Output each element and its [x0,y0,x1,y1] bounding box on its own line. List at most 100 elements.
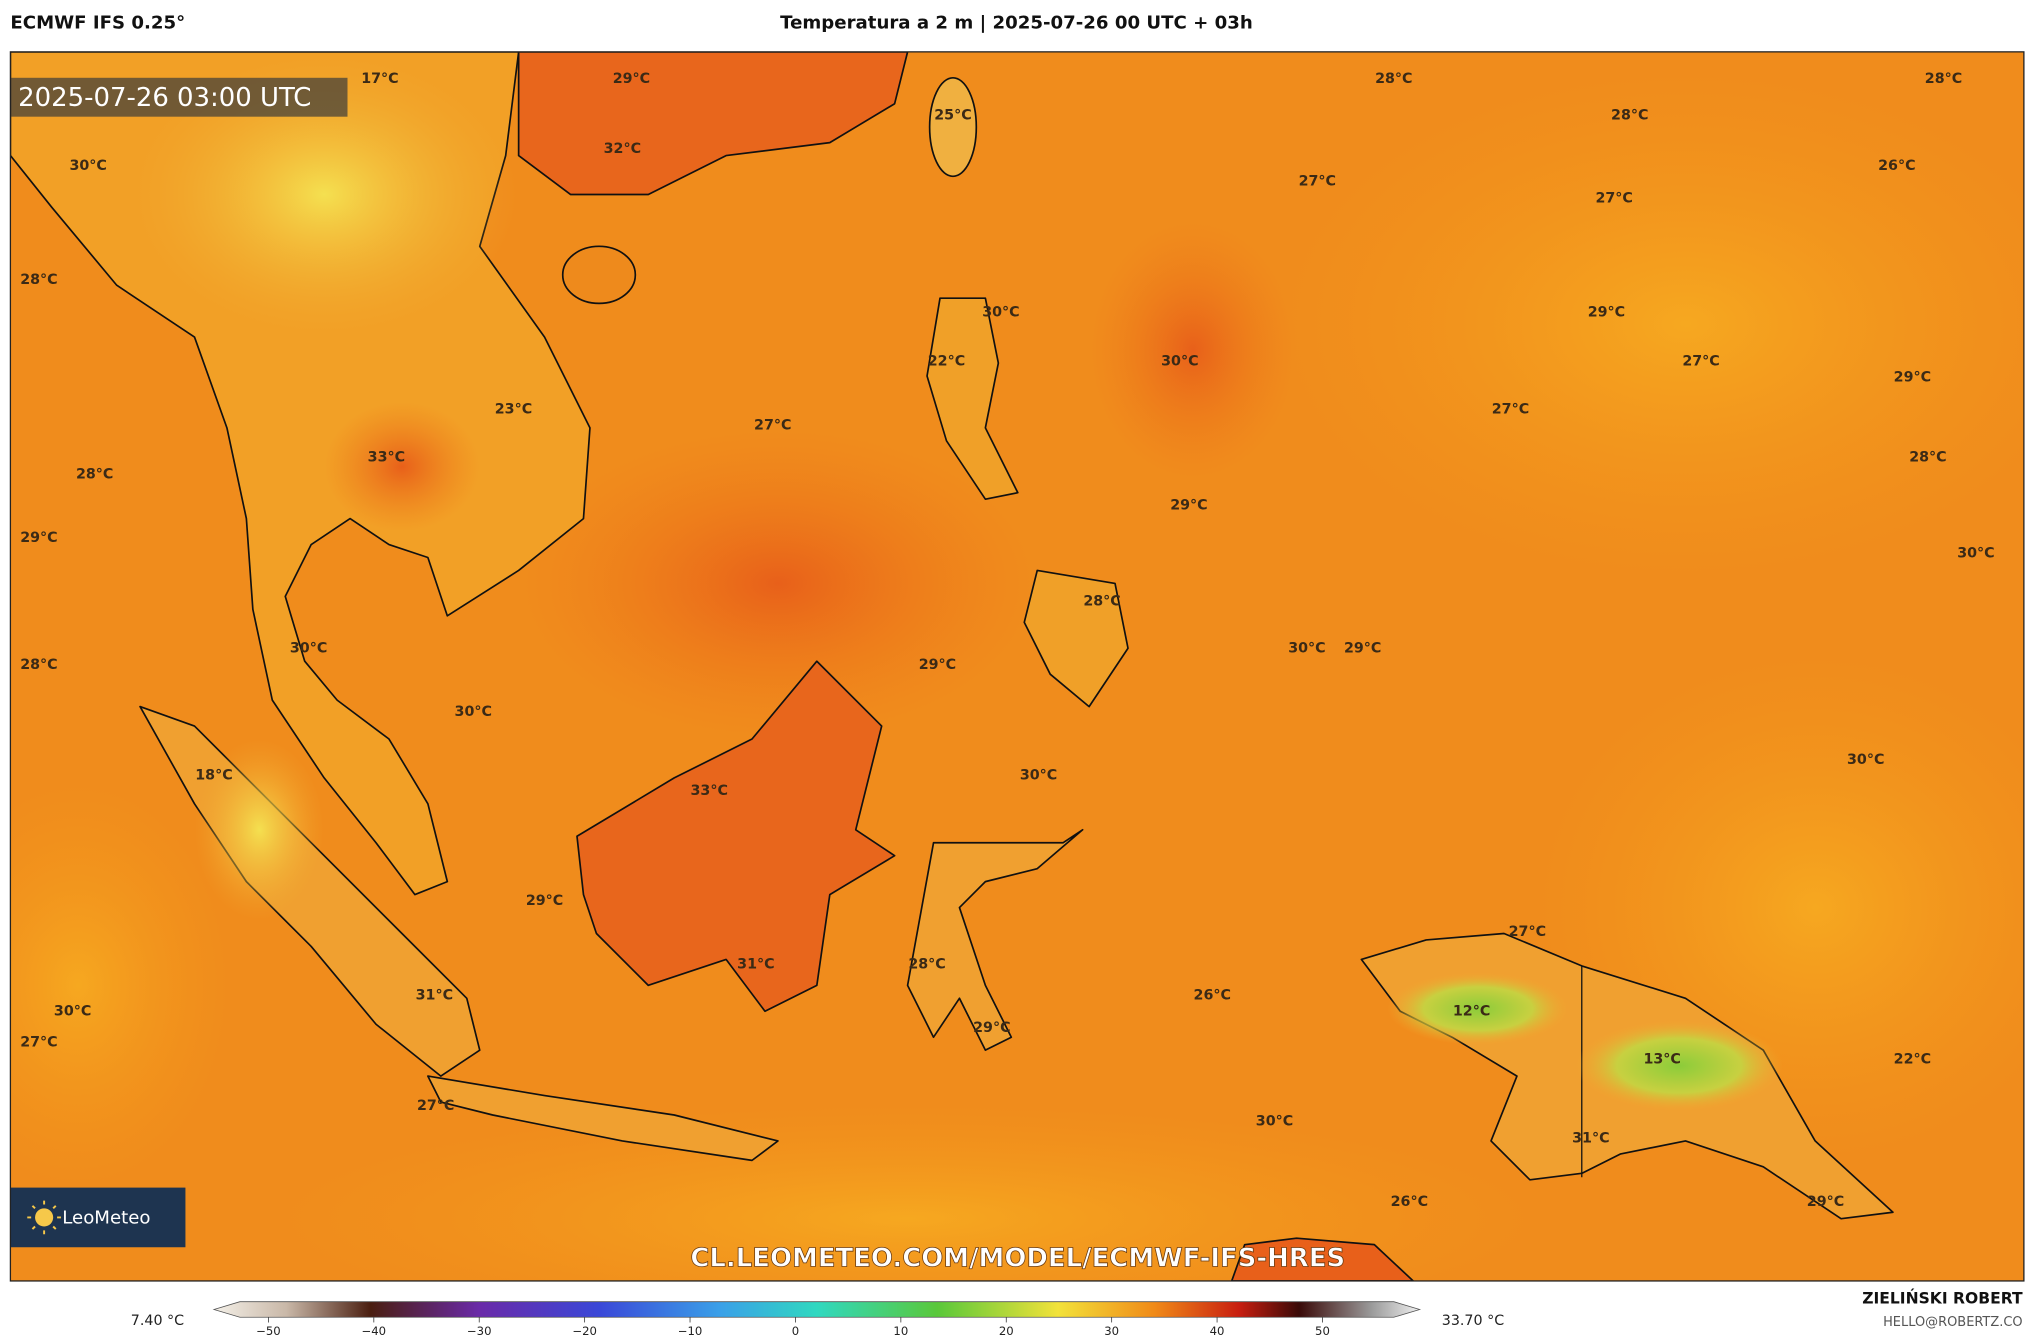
temperature-label: 30°C [1161,354,1198,370]
temperature-label: 28°C [76,467,113,483]
shade [1089,220,1297,480]
luzon [926,297,1019,500]
temperature-label: 31°C [737,957,774,973]
shade [1575,1020,1783,1112]
map-frame [9,51,2025,1282]
temperature-label: 27°C [1682,354,1719,370]
colorbar-tick-label: 0 [792,1324,799,1338]
temperature-label: 28°C [1375,71,1412,87]
shade [194,739,325,921]
logo-sun [35,1208,54,1227]
colorbar-tick-label: 10 [893,1324,908,1338]
temperature-label: 28°C [1925,71,1962,87]
temperature-label: 29°C [20,530,57,546]
colorbar-tick-label: 40 [1210,1324,1225,1338]
sulawesi [906,828,1084,1052]
temperature-label: 26°C [1391,1194,1428,1210]
temperature-label: 32°C [604,141,641,157]
temperature-label: 28°C [20,657,57,673]
temperature-label: 22°C [1894,1051,1931,1067]
temperature-label: 13°C [1643,1051,1680,1067]
temperature-label: 27°C [20,1034,57,1050]
temperature-label: 27°C [1509,924,1546,940]
temperature-label: 28°C [908,957,945,973]
temperature-label: 29°C [613,71,650,87]
temperature-label: 31°C [1572,1130,1609,1146]
temperature-label: 30°C [1957,546,1994,562]
logo-text: LeoMeteo [62,1208,150,1229]
temperature-label: 30°C [1288,640,1325,656]
temperature-label: 33°C [368,450,405,466]
shade [10,777,234,1193]
temperature-label: 17°C [361,71,398,87]
author: ZIELIŃSKI ROBERT [1862,1289,2023,1308]
temperature-label: 31°C [416,988,453,1004]
temperature-label: 27°C [417,1098,454,1114]
temperature-label: 27°C [1595,190,1632,206]
colorbar-tick-label: 30 [1104,1324,1119,1338]
colorbar-tick-label: −30 [467,1324,492,1338]
map: 17°C 29°C 28°C 28°C 25°C 28°C 32°C 30°C 26°C 27°C… [10,51,2024,1281]
temperature-label: 30°C [1847,752,1884,768]
temperature-label: 27°C [1299,174,1336,190]
temperature-label: 22°C [928,354,965,370]
temperature-label: 30°C [1256,1113,1293,1129]
temperature-label: 29°C [1344,640,1381,656]
temperature-label: 28°C [20,272,57,288]
logo-rays [27,1200,61,1235]
map-title: Temperatura a 2 m | 2025-07-26 00 UTC + … [780,12,1253,33]
temperature-label: 29°C [919,657,956,673]
colorbar-tick-label: −40 [362,1324,387,1338]
temperature-label: 26°C [1878,158,1915,174]
mindanao [1023,569,1129,708]
temperature-label: 27°C [1492,402,1529,418]
colorbar [212,1301,1422,1318]
shade [1387,972,1569,1045]
min-value: 7.40 °C [131,1313,184,1329]
temperature-label: 28°C [1909,450,1946,466]
temperature-label: 29°C [1588,304,1625,320]
temperature-label: 12°C [1453,1003,1490,1019]
max-value: 33.70 °C [1442,1313,1504,1329]
temperature-label: 23°C [495,402,532,418]
temperature-label: 26°C [1194,988,1231,1004]
temperature-label: 29°C [1170,498,1207,514]
model-name: ECMWF IFS 0.25° [10,12,185,33]
temperature-label: 28°C [1083,594,1120,610]
temperature-label: 33°C [691,783,728,799]
timestamp-box [10,77,348,117]
colorbar-tick-label: −10 [678,1324,703,1338]
china-coast [517,51,909,196]
temperature-label: 25°C [934,107,971,123]
australia [1230,1237,1415,1281]
java [427,1075,779,1162]
temperature-label: 29°C [526,893,563,909]
temperature-label: 30°C [455,704,492,720]
colorbar-tick-label: 50 [1315,1324,1330,1338]
temperature-label: 28°C [1611,107,1648,123]
hainan [561,245,637,305]
colorbar-tick-label: −50 [256,1324,281,1338]
timestamp: 2025-07-26 03:00 UTC [18,83,311,113]
temperature-label: 30°C [54,1003,91,1019]
taiwan [928,76,978,178]
temperature-label: 29°C [973,1020,1010,1036]
colorbar-ticks: −50 −40 −30 −20 −10 0 10 20 30 40 50 [256,1317,1330,1338]
colorbar-tick-label: −20 [572,1324,597,1338]
shade [259,1102,1556,1281]
borneo [576,660,896,1013]
source-url: CL.LEOMETEO.COM/MODEL/ECMWF-IFS-HRES [690,1243,1345,1273]
temperature-label: 30°C [1020,767,1057,783]
temperature-label: 29°C [1894,369,1931,385]
colorbar-tick-label: 20 [999,1324,1014,1338]
temperature-labels: 17°C 29°C 28°C 28°C 25°C 28°C 32°C 30°C 26°C 27°C… [20,71,1994,1210]
shade [129,51,519,338]
temperature-label: 27°C [754,417,791,433]
temperature-label: 18°C [195,767,232,783]
temperature-label: 29°C [1807,1194,1844,1210]
temperature-label: 30°C [982,304,1019,320]
temperature-label: 30°C [69,158,106,174]
shade [518,427,1038,740]
temperature-label: 30°C [290,640,327,656]
